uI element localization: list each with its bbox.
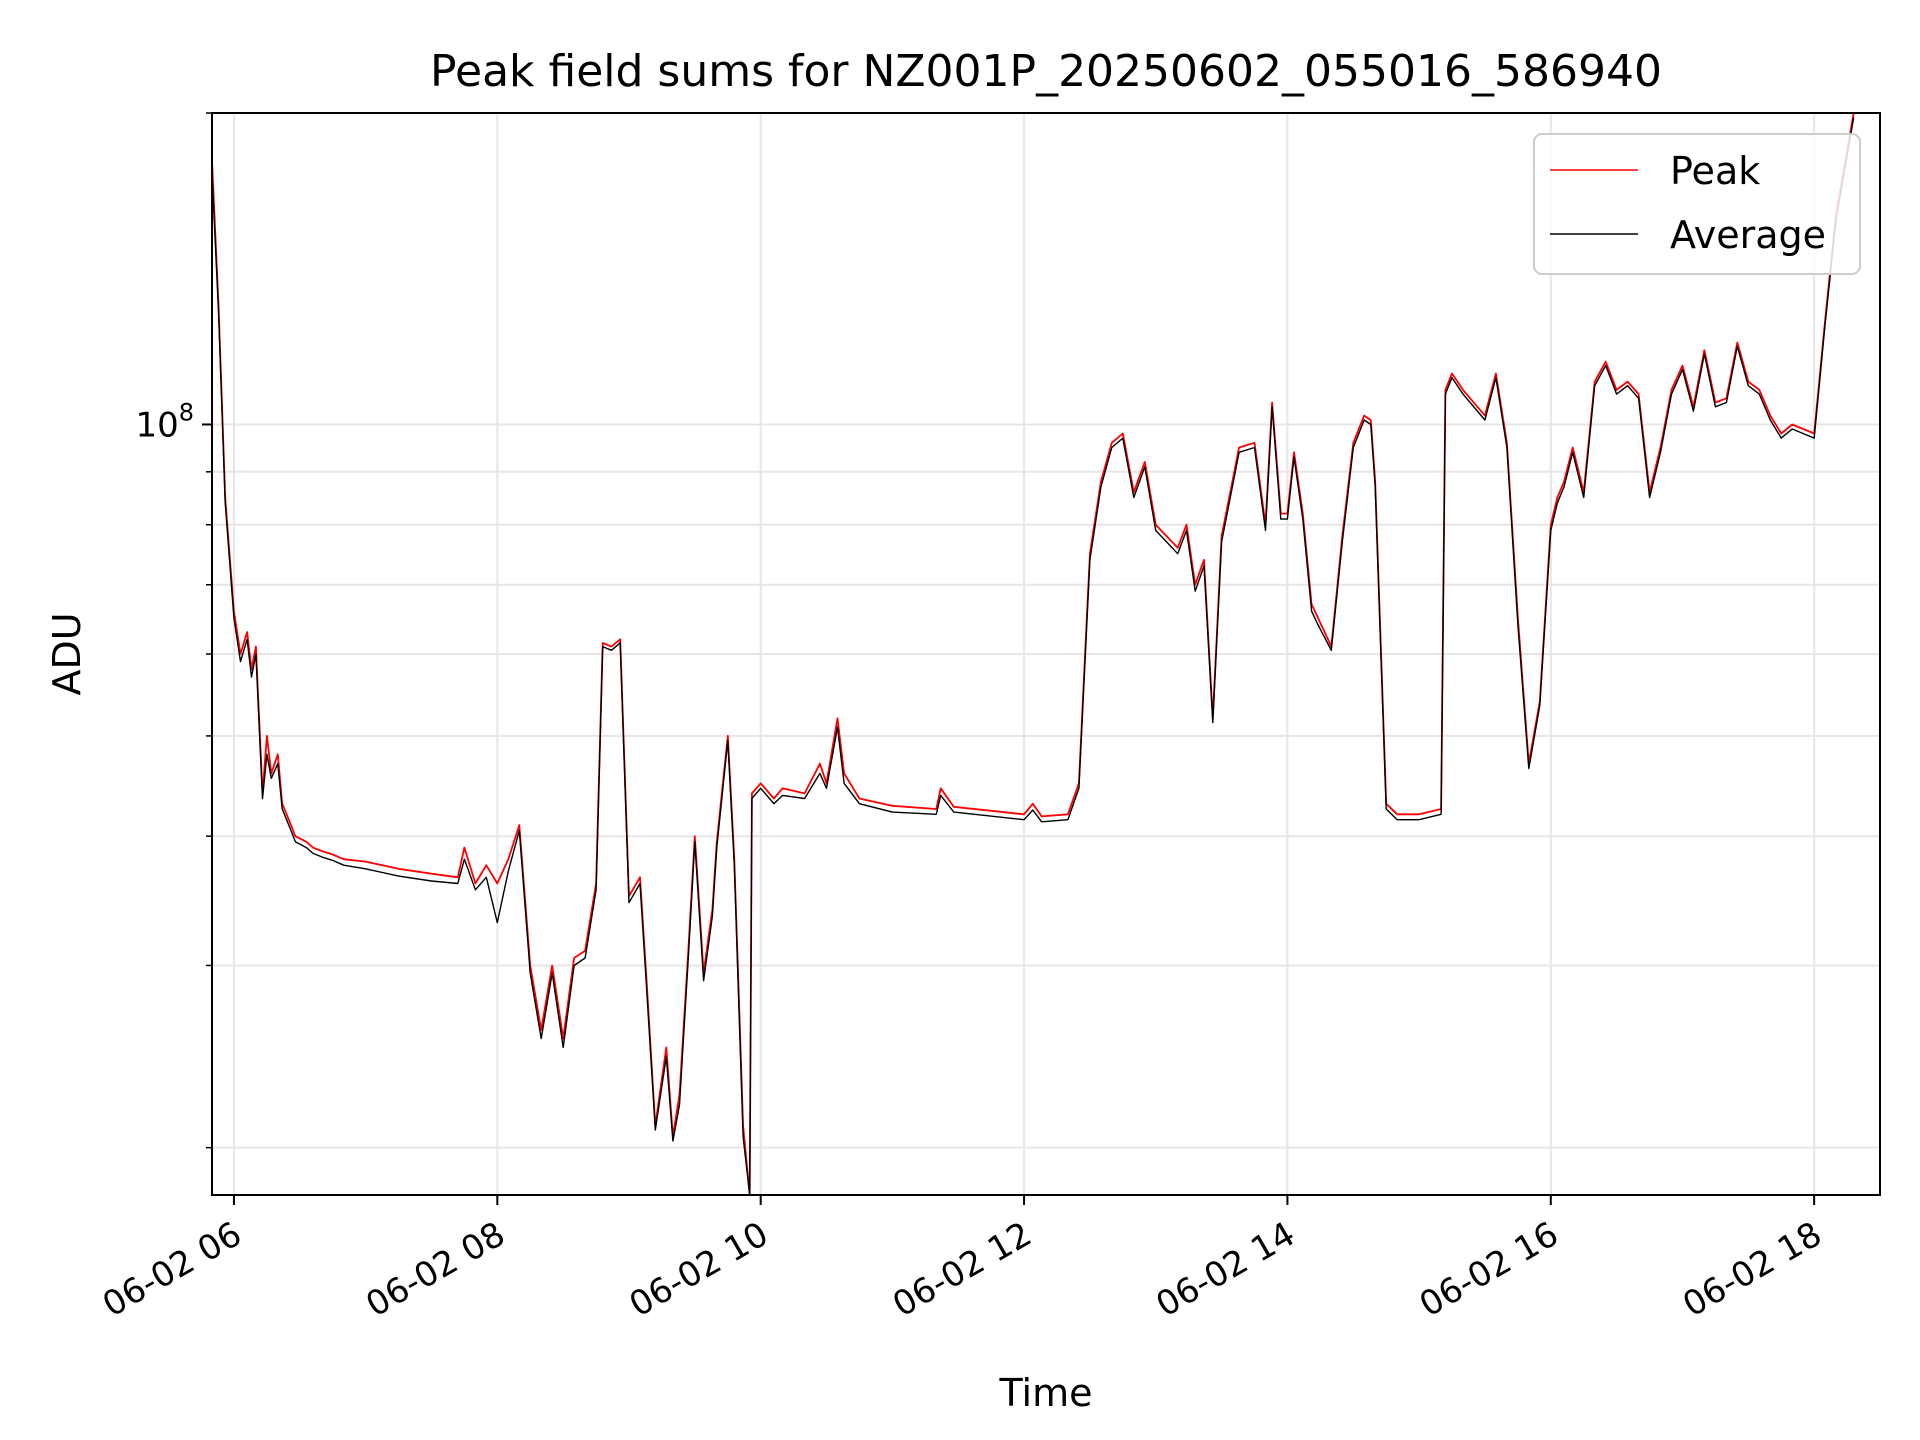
y-axis: 108 — [135, 112, 212, 1149]
x-axis-label: Time — [999, 1371, 1093, 1415]
y-tick-label: 108 — [135, 398, 194, 445]
plot-area — [212, 113, 1855, 1195]
grid — [212, 112, 1880, 1195]
series-line-peak — [212, 113, 1855, 1195]
chart-title: Peak field sums for NZ001P_20250602_0550… — [430, 46, 1662, 97]
series-layer — [212, 113, 1855, 1195]
legend-label-average: Average — [1670, 213, 1826, 257]
legend-box — [1533, 133, 1861, 275]
series-line-average — [212, 117, 1855, 1195]
y-axis-label: ADU — [45, 612, 89, 695]
legend: Peak Average — [1533, 133, 1861, 275]
legend-label-peak: Peak — [1670, 149, 1760, 193]
